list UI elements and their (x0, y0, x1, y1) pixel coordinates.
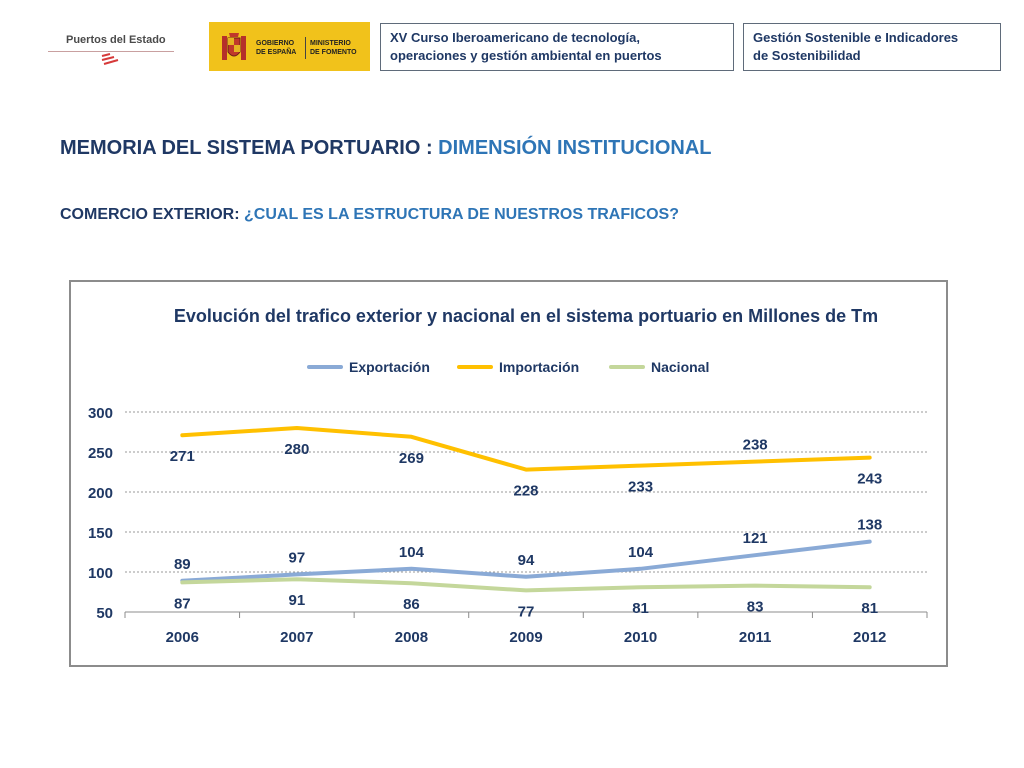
legend-label-2: Nacional (651, 359, 709, 375)
y-tick-label: 200 (88, 485, 113, 502)
page-subtitle: COMERCIO EXTERIOR: ¿CUAL ES LA ESTRUCTUR… (60, 206, 679, 224)
x-tick-label: 2011 (739, 629, 772, 646)
line-chart: Evolución del trafico exterior y naciona… (88, 306, 928, 646)
data-label: 94 (518, 552, 535, 569)
data-label: 271 (170, 448, 195, 465)
wave-mark-icon (101, 53, 119, 65)
chart-title: Evolución del trafico exterior y naciona… (174, 306, 878, 326)
y-tick-label: 50 (96, 605, 113, 622)
legend-label-0: Exportación (349, 359, 430, 375)
data-label: 91 (289, 592, 306, 609)
series-line-2 (180, 577, 872, 593)
y-tick-label: 300 (88, 405, 113, 422)
data-label: 81 (632, 600, 649, 617)
puertos-logo-text: Puertos del Estado (66, 34, 166, 46)
topic-title-line1: Gestión Sostenible e Indicadores (753, 30, 959, 45)
y-tick-label: 150 (88, 525, 113, 542)
course-title-line1: XV Curso Iberoamericano de tecnología, (390, 30, 640, 45)
data-label: 228 (513, 483, 538, 500)
data-label: 104 (399, 544, 425, 561)
chart-frame: Evolución del trafico exterior y naciona… (69, 280, 948, 667)
course-title-box: XV Curso Iberoamericano de tecnología, o… (380, 23, 734, 71)
page-title-accent: DIMENSIÓN INSTITUCIONAL (438, 137, 712, 159)
data-label: 233 (628, 479, 653, 496)
x-tick-label: 2012 (853, 629, 886, 646)
data-label: 83 (747, 599, 764, 616)
x-tick-label: 2009 (509, 629, 542, 646)
y-tick-label: 100 (88, 565, 113, 582)
series-line-1 (180, 426, 872, 472)
page-subtitle-accent: ¿CUAL ES LA ESTRUCTURA DE NUESTROS TRAFI… (244, 206, 679, 223)
topic-title-line2: de Sostenibilidad (753, 48, 861, 63)
data-label: 280 (284, 441, 309, 458)
data-label: 86 (403, 596, 420, 613)
ministerio-text: MINISTERIO DE FOMENTO (310, 40, 357, 56)
gobierno-text: GOBIERNO DE ESPAÑA (256, 40, 297, 56)
x-tick-label: 2010 (624, 629, 657, 646)
coat-of-arms-icon (222, 33, 246, 60)
data-label: 87 (174, 595, 191, 612)
x-tick-label: 2007 (280, 629, 313, 646)
x-tick-label: 2008 (395, 629, 428, 646)
x-tick-label: 2006 (166, 629, 199, 646)
y-tick-label: 250 (88, 445, 113, 462)
legend-label-1: Importación (499, 359, 579, 375)
data-label: 269 (399, 450, 424, 467)
logo-separator (305, 37, 306, 59)
logo-rule (48, 51, 174, 52)
page-title-main: MEMORIA DEL SISTEMA PORTUARIO : (60, 137, 439, 159)
data-label: 77 (518, 603, 535, 620)
course-title-line2: operaciones y gestión ambiental en puert… (390, 48, 662, 63)
data-label: 104 (628, 544, 654, 561)
series-line-0 (180, 539, 872, 583)
puertos-del-estado-logo: Puertos del Estado (48, 30, 176, 70)
page-subtitle-main: COMERCIO EXTERIOR: (60, 206, 245, 223)
data-label: 243 (857, 471, 882, 488)
data-label: 89 (174, 556, 191, 573)
topic-title-box: Gestión Sostenible e Indicadores de Sost… (743, 23, 1001, 71)
data-label: 97 (289, 549, 306, 566)
data-label: 138 (857, 517, 882, 534)
data-label: 238 (743, 437, 768, 454)
gobierno-ministerio-logo: GOBIERNO DE ESPAÑA MINISTERIO DE FOMENTO (209, 22, 370, 71)
data-label: 81 (861, 600, 878, 617)
page-title: MEMORIA DEL SISTEMA PORTUARIO : DIMENSIÓ… (60, 137, 712, 160)
data-label: 121 (743, 530, 768, 547)
